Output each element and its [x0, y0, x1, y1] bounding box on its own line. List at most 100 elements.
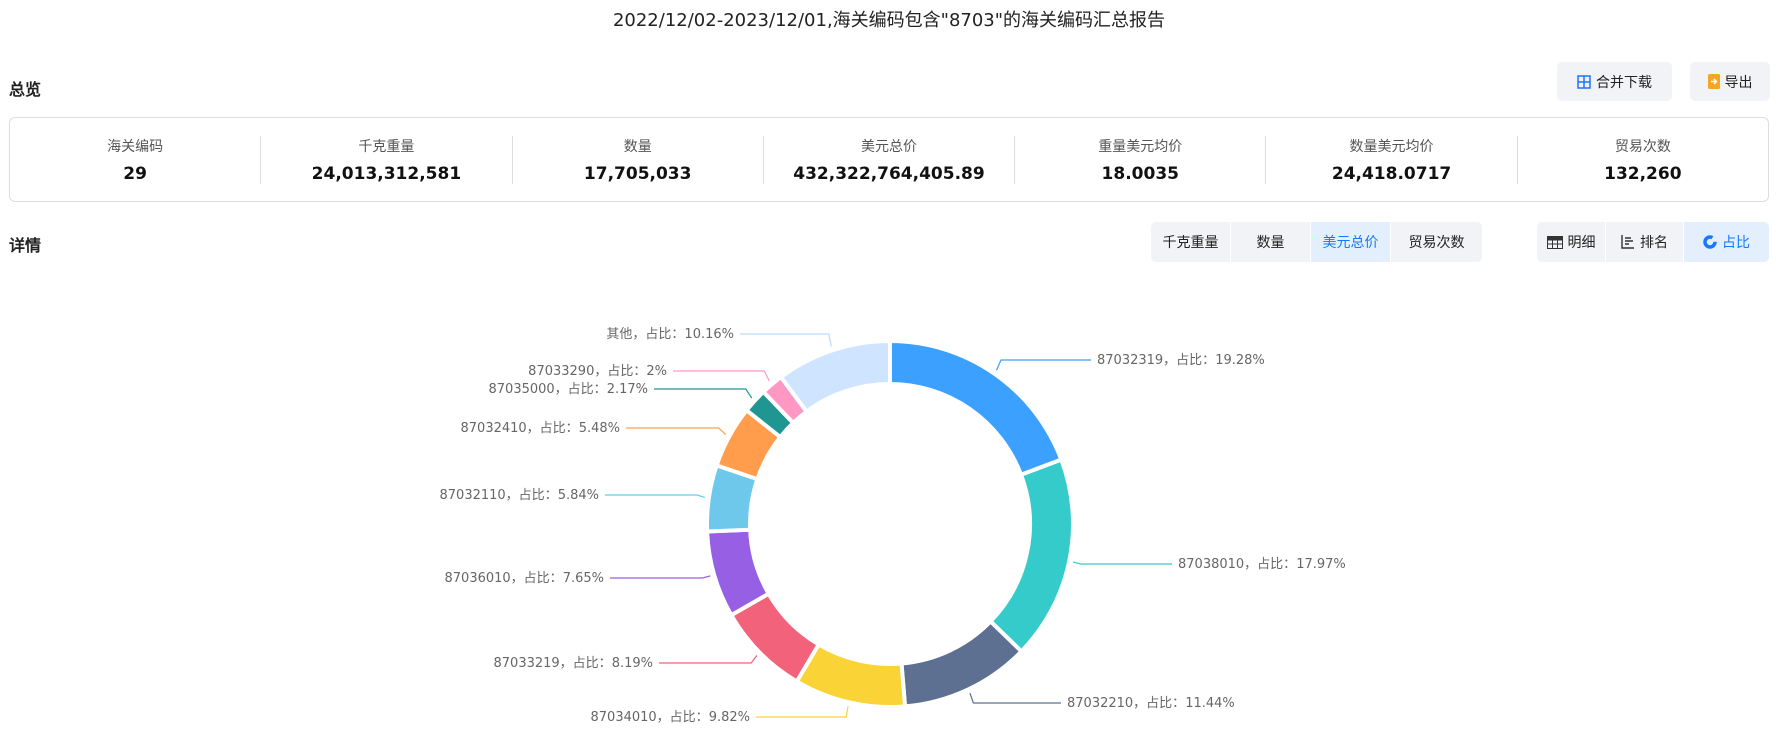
- leader-line-87036010: [610, 575, 711, 579]
- metric-tab-0[interactable]: 千克重量: [1151, 222, 1231, 262]
- bar-ranking-icon: [1621, 235, 1635, 249]
- export-file-icon: [1707, 74, 1720, 89]
- stat-value: 24,418.0717: [1331, 163, 1452, 184]
- percent-sign: %: [655, 364, 667, 379]
- slice-label-87032210: 87032210，占比：11.44%: [1067, 696, 1235, 711]
- stat-label: 海关编码: [107, 138, 164, 155]
- leader-line-87032410: [626, 427, 727, 436]
- donut-slice-87038010[interactable]: [987, 457, 1076, 655]
- slice-value: 5.48: [579, 421, 608, 436]
- summary-panel: 海关编码 29 千克重量 24,013,312,581 数量 17,705,033 美元总价…: [9, 117, 1769, 202]
- stat-4: 重量美元均价 18.0035: [1015, 135, 1267, 184]
- merge-download-button[interactable]: 合并下载: [1557, 62, 1672, 101]
- report-title: 2022/12/02-2023/12/01,海关编码包含"8703"的海关编码汇…: [612, 10, 1166, 31]
- percent-sign: %: [738, 710, 750, 725]
- leader-line-87038010: [1072, 561, 1172, 565]
- slice-sep: ，占比：: [657, 710, 709, 725]
- view-tab-label: 占比: [1722, 235, 1750, 251]
- slice-sep: ，占比：: [1133, 696, 1185, 711]
- stat-1: 千克重量 24,013,312,581: [261, 135, 513, 184]
- leader-line-87032210: [969, 692, 1061, 704]
- view-tab-1[interactable]: 排名: [1606, 222, 1684, 262]
- leader-line-其他: [740, 333, 832, 347]
- percent-sign: %: [608, 421, 620, 436]
- stat-2: 数量 17,705,033: [513, 135, 764, 184]
- percent-sign: %: [636, 382, 648, 397]
- slice-name: 87033219: [494, 656, 560, 671]
- stat-label: 数量美元均价: [1349, 138, 1434, 155]
- stat-0: 海关编码 29: [10, 135, 262, 184]
- slice-value: 11.44: [1185, 696, 1222, 711]
- slice-sep: ，占比：: [527, 421, 579, 436]
- slice-name: 其他: [606, 327, 632, 342]
- merge-icon: [1577, 74, 1591, 89]
- view-tab-0[interactable]: 明细: [1537, 222, 1606, 262]
- slice-label-87036010: 87036010，占比：7.65%: [445, 571, 605, 586]
- leader-line-87034010: [756, 706, 849, 718]
- slice-sep: ，占比：: [632, 327, 684, 342]
- metric-tab-2[interactable]: 美元总价: [1311, 222, 1391, 262]
- slice-value: 9.82: [709, 710, 738, 725]
- metric-tab-1[interactable]: 数量: [1231, 222, 1311, 262]
- export-button[interactable]: 导出: [1690, 62, 1770, 101]
- stat-label: 数量: [623, 138, 652, 155]
- view-tabs: 明细 排名 占比: [1537, 222, 1769, 262]
- table-icon: [1546, 235, 1563, 249]
- slice-value: 7.65: [563, 571, 592, 586]
- slice-sep: ，占比：: [506, 488, 558, 503]
- slice-label-87034010: 87034010，占比：9.82%: [591, 710, 751, 725]
- donut-slice-87032210[interactable]: [899, 618, 1025, 709]
- leader-line-87032110: [605, 494, 706, 498]
- percent-sign: %: [641, 656, 653, 671]
- slice-label-87038010: 87038010，占比：17.97%: [1178, 557, 1346, 572]
- donut-icon: [1703, 235, 1717, 249]
- slice-label-其他: 其他，占比：10.16%: [606, 327, 734, 342]
- percent-sign: %: [1252, 353, 1264, 368]
- slice-name: 87035000: [489, 382, 555, 397]
- stat-value: 132,260: [1604, 163, 1682, 184]
- stat-value: 18.0035: [1101, 163, 1179, 184]
- slice-label-87035000: 87035000，占比：2.17%: [489, 382, 649, 397]
- slice-label-87032410: 87032410，占比：5.48%: [461, 421, 621, 436]
- stat-label: 重量美元均价: [1098, 138, 1183, 155]
- metric-tab-label: 数量: [1256, 235, 1285, 251]
- slice-value: 2.17: [607, 382, 636, 397]
- stat-label: 美元总价: [860, 138, 917, 155]
- stat-value: 24,013,312,581: [311, 163, 462, 184]
- slice-label-87032319: 87032319，占比：19.28%: [1097, 353, 1265, 368]
- donut-slice-87032319[interactable]: [888, 338, 1064, 478]
- metric-tab-3[interactable]: 贸易次数: [1391, 222, 1482, 262]
- stat-6: 贸易次数 132,260: [1518, 136, 1768, 184]
- metric-tab-label: 美元总价: [1322, 235, 1379, 251]
- leader-line-87033219: [659, 654, 758, 664]
- percent-sign: %: [587, 488, 599, 503]
- stat-value: 17,705,033: [583, 163, 692, 184]
- slice-value: 8.19: [612, 656, 641, 671]
- percent-sign: %: [722, 327, 734, 342]
- percent-sign: %: [1333, 557, 1345, 572]
- slice-sep: ，占比：: [555, 382, 607, 397]
- slice-sep: ，占比：: [594, 364, 646, 379]
- slice-value: 19.28: [1215, 353, 1252, 368]
- slice-name: 87038010: [1178, 557, 1244, 572]
- stat-5: 数量美元均价 24,418.0717: [1266, 135, 1518, 184]
- stat-value: 432,322,764,405.89: [793, 163, 985, 184]
- view-tab-2[interactable]: 占比: [1684, 222, 1769, 262]
- export-label: 导出: [1724, 74, 1753, 91]
- slice-name: 87032319: [1097, 353, 1163, 368]
- slice-name: 87034010: [591, 710, 657, 725]
- leader-line-87032319: [995, 359, 1091, 371]
- slice-sep: ，占比：: [1244, 557, 1296, 572]
- donut-slice-其他[interactable]: [778, 338, 892, 415]
- slice-name: 87033290: [528, 364, 594, 379]
- slice-sep: ，占比：: [560, 656, 612, 671]
- view-tab-label: 排名: [1640, 235, 1668, 251]
- slice-name: 87032110: [440, 488, 506, 503]
- metric-tab-label: 贸易次数: [1408, 235, 1465, 251]
- stat-label: 千克重量: [358, 138, 415, 155]
- slice-value: 2: [646, 364, 654, 379]
- slice-name: 87032210: [1067, 696, 1133, 711]
- merge-download-label: 合并下载: [1596, 74, 1652, 91]
- slice-label-87032110: 87032110，占比：5.84%: [440, 488, 600, 503]
